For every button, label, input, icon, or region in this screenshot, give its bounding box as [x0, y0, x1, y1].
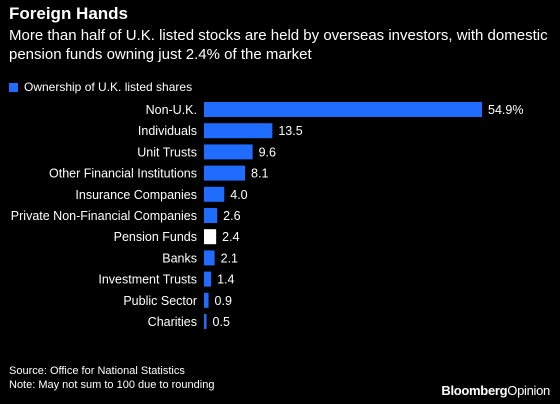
footer: Source: Office for National Statistics N…	[9, 364, 214, 392]
rounding-note: Note: May not sum to 100 due to rounding	[9, 379, 215, 391]
category-label: Unit Trusts	[137, 145, 197, 159]
category-label: Charities	[148, 315, 197, 329]
value-label: 13.5	[278, 124, 302, 138]
category-label: Individuals	[138, 124, 197, 138]
legend-swatch	[9, 82, 18, 92]
source-note: Source: Office for National Statistics	[9, 365, 185, 377]
value-label: 0.5	[213, 315, 230, 329]
value-label: 2.6	[223, 209, 240, 223]
bar	[204, 186, 225, 202]
category-label: Public Sector	[123, 294, 197, 308]
value-label: 8.1	[251, 167, 268, 181]
chart-subtitle: More than half of U.K. listed stocks are…	[9, 27, 548, 63]
value-label: 54.9%	[488, 103, 523, 117]
legend-label: Ownership of U.K. listed shares	[24, 80, 193, 94]
bar	[204, 229, 217, 245]
value-label: 4.0	[230, 188, 247, 202]
bar	[204, 165, 246, 181]
value-label: 1.4	[217, 273, 234, 287]
category-label: Non-U.K.	[146, 103, 197, 117]
bar	[204, 123, 273, 139]
category-label: Banks	[162, 251, 197, 265]
chart-title: Foreign Hands	[9, 4, 129, 23]
bar	[204, 271, 212, 287]
bar	[204, 144, 253, 160]
brand-logo: BloombergOpinion	[441, 383, 550, 398]
value-label: 9.6	[259, 145, 276, 159]
brand-section: Opinion	[507, 383, 550, 398]
value-label: 2.4	[222, 230, 239, 244]
bar	[204, 292, 209, 308]
category-label: Investment Trusts	[98, 273, 197, 287]
value-label: 2.1	[221, 251, 238, 265]
category-label: Other Financial Institutions	[49, 167, 197, 181]
category-label: Private Non-Financial Companies	[11, 209, 197, 223]
bar	[204, 314, 207, 329]
category-label: Pension Funds	[114, 230, 197, 244]
legend: Ownership of U.K. listed shares	[9, 80, 192, 94]
category-label: Insurance Companies	[75, 188, 197, 202]
bar	[204, 250, 215, 266]
bar	[204, 208, 218, 223]
bar	[204, 102, 482, 117]
value-label: 0.9	[215, 294, 232, 308]
brand-name: Bloomberg	[441, 383, 508, 398]
